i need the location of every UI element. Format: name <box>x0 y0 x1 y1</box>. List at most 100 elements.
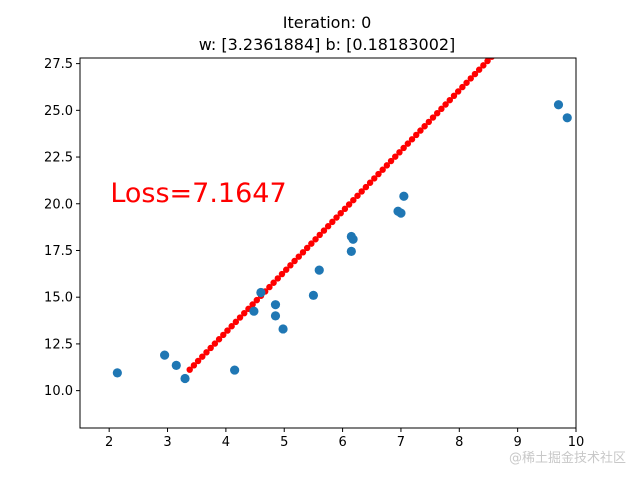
regression-line-marker <box>429 114 437 121</box>
regression-line-marker <box>413 131 420 139</box>
regression-line-marker <box>207 344 214 352</box>
data-point <box>256 287 266 298</box>
data-point <box>270 311 281 321</box>
x-tick-label: 6 <box>338 435 346 450</box>
regression-line-marker <box>404 140 412 147</box>
regression-line-marker <box>475 66 483 73</box>
x-tick-label: 9 <box>514 435 522 450</box>
regression-line-marker <box>224 327 231 334</box>
data-point <box>249 306 259 316</box>
regression-line-marker <box>203 349 210 356</box>
regression-line-marker <box>220 331 227 339</box>
chart-title-line-2: w: [3.2361884] b: [0.18183002] <box>199 35 456 54</box>
data-point <box>112 368 122 378</box>
regression-line-marker <box>417 127 424 134</box>
regression-line-marker <box>249 301 256 308</box>
regression-line-marker <box>463 79 470 86</box>
regression-line-marker <box>454 88 462 95</box>
regression-line-marker <box>471 70 479 78</box>
regression-line-marker <box>232 318 240 326</box>
data-point <box>230 365 240 375</box>
data-points <box>112 100 572 384</box>
regression-line-marker <box>295 253 302 260</box>
watermark: @稀土掘金技术社区 <box>509 450 626 466</box>
regression-line-marker <box>379 166 386 173</box>
regression-line-marker <box>299 249 307 256</box>
x-tick-label: 3 <box>163 435 171 450</box>
regression-line-marker <box>291 257 298 265</box>
data-point <box>180 373 190 384</box>
data-point <box>308 290 319 300</box>
regression-line-marker <box>316 231 323 239</box>
y-tick-label: 10.0 <box>44 384 73 399</box>
regression-line-marker <box>358 188 365 195</box>
chart-title-line-1: Iteration: 0 <box>283 13 372 32</box>
data-point <box>346 246 356 257</box>
regression-line-marker <box>324 223 332 230</box>
y-tick-label: 27.5 <box>44 57 73 72</box>
regression-line-marker <box>282 266 290 273</box>
regression-line-marker <box>270 279 277 286</box>
regression-line-marker <box>337 209 344 217</box>
regression-line-marker <box>333 214 340 221</box>
regression-line-marker <box>345 201 353 208</box>
regression-line-marker <box>354 192 361 199</box>
data-point <box>348 234 358 244</box>
regression-line-marker <box>421 123 428 130</box>
regression-line-marker <box>303 244 311 252</box>
regression-line-marker <box>408 136 416 143</box>
data-point <box>399 191 409 201</box>
regression-line-marker <box>425 118 433 126</box>
regression-line-marker <box>438 105 445 113</box>
data-point <box>562 113 572 123</box>
x-tick-label: 10 <box>568 435 585 450</box>
regression-line-marker <box>278 270 286 278</box>
x-tick-label: 2 <box>105 435 113 450</box>
regression-line-marker <box>228 323 235 330</box>
x-tick-label: 7 <box>397 435 405 450</box>
loss-annotation: Loss=7.1647 <box>110 178 286 209</box>
regression-line-marker <box>392 153 399 160</box>
data-point <box>160 350 170 360</box>
regression-line-marker <box>371 175 378 182</box>
data-point <box>270 300 281 310</box>
regression-line-marker <box>253 296 261 304</box>
regression-line-marker <box>190 362 198 369</box>
regression-line-marker <box>215 336 223 343</box>
data-point <box>396 208 406 218</box>
regression-line-marker <box>287 262 294 269</box>
regression-line-marker <box>186 366 193 373</box>
regression-line-marker <box>442 101 449 108</box>
y-axis: 10.0 12.5 15.0 17.5 20.0 22.5 25.0 27.5 <box>44 57 80 399</box>
regression-line-marker <box>241 309 248 317</box>
x-tick-label: 4 <box>222 435 230 450</box>
data-point <box>553 100 564 110</box>
regression-line-marker <box>274 275 281 282</box>
regression-line-marker <box>329 218 336 226</box>
y-tick-label: 20.0 <box>44 197 73 212</box>
regression-line-marker <box>362 183 370 191</box>
y-tick-label: 25.0 <box>44 104 73 119</box>
regression-line-marker <box>236 314 244 321</box>
y-tick-label: 15.0 <box>44 291 73 306</box>
regression-line-marker <box>341 205 349 213</box>
regression-line-marker <box>194 357 202 365</box>
x-axis: 2 3 4 5 6 7 8 9 10 <box>105 428 584 450</box>
regression-line-marker <box>484 58 491 65</box>
regression-line-marker <box>312 236 319 243</box>
regression-line-marker <box>350 196 357 204</box>
y-tick-label: 22.5 <box>44 151 73 166</box>
plot-area <box>112 58 572 384</box>
regression-line-marker <box>459 83 466 91</box>
regression-line-marker <box>480 62 487 69</box>
regression-line-marker <box>320 227 328 234</box>
regression-line-marker <box>266 283 273 291</box>
y-tick-label: 12.5 <box>44 337 73 352</box>
regression-line-marker <box>434 109 441 117</box>
data-point <box>314 265 324 275</box>
regression-line-marker <box>383 162 391 169</box>
regression-line-marker <box>308 240 315 247</box>
regression-line-marker <box>396 149 403 156</box>
